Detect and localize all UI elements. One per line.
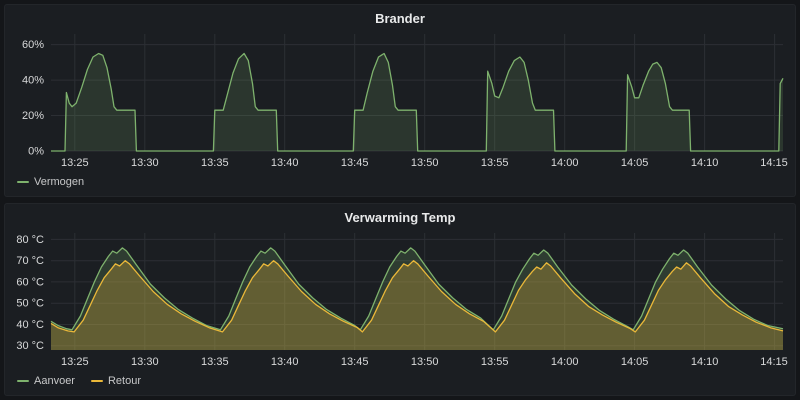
y-tick-label: 0%	[28, 146, 44, 158]
series-line-retour	[50, 260, 784, 333]
verwarming-temp-chart[interactable]: 30 °C 40 °C 50 °C 60 °C 70 °C 80 °C 13:25 13:30…	[9, 227, 791, 372]
retour-series-swatch-icon	[90, 380, 103, 382]
y-tick-label: 40 °C	[16, 319, 44, 331]
aanvoer-legend-label: Aanvoer	[34, 375, 75, 387]
legend-verwarming-temp: Aanvoer Retour	[9, 372, 791, 390]
series-line-aanvoer	[50, 247, 784, 331]
panel-title-brander[interactable]: Brander	[375, 11, 425, 26]
legend-item-vermogen[interactable]: Vermogen	[17, 176, 84, 188]
y-tick-label: 40%	[22, 75, 44, 87]
legend-brander: Vermogen	[9, 173, 791, 191]
x-tick-label: 14:15	[760, 157, 788, 169]
x-tick-label: 13:40	[271, 157, 299, 169]
x-tick-label: 13:50	[411, 356, 439, 368]
x-tick-label: 13:50	[411, 157, 439, 169]
vermogen-series-swatch-icon	[17, 181, 29, 183]
vermogen-legend-label: Vermogen	[34, 176, 85, 188]
x-tick-label: 13:45	[341, 157, 369, 169]
x-tick-label: 14:10	[691, 157, 719, 169]
panel-verwarming-temp: Verwarming Temp 30 °C 40 °C 50 °C 60 °C 70 °…	[4, 203, 796, 396]
x-tick-label: 13:25	[61, 356, 89, 368]
y-tick-label: 80 °C	[16, 234, 44, 246]
y-tick-label: 70 °C	[16, 255, 44, 267]
x-tick-label: 13:25	[61, 157, 89, 169]
x-tick-label: 13:30	[131, 157, 159, 169]
y-tick-label: 30 °C	[16, 340, 44, 352]
aanvoer-series-swatch-icon	[17, 380, 29, 382]
x-tick-label: 14:15	[760, 356, 788, 368]
y-tick-label: 20%	[22, 110, 44, 122]
x-tick-label: 13:30	[131, 356, 159, 368]
series-area-vermogen	[51, 53, 783, 151]
panel-title-verwarming-temp[interactable]: Verwarming Temp	[344, 210, 456, 225]
x-tick-label: 14:00	[551, 356, 579, 368]
x-tick-label: 14:00	[551, 157, 579, 169]
x-tick-label: 14:05	[621, 157, 649, 169]
panel-brander: Brander 0% 20% 40% 60% 13:25 13:30 13:35 13:40 1…	[4, 4, 796, 197]
x-tick-label: 14:10	[691, 356, 719, 368]
brander-chart[interactable]: 0% 20% 40% 60% 13:25 13:30 13:35 13:40 13:45 13:5…	[9, 28, 791, 173]
x-tick-label: 13:55	[481, 356, 509, 368]
y-tick-label: 60 °C	[16, 276, 44, 288]
series-area-retour	[51, 260, 783, 350]
y-tick-label: 50 °C	[16, 298, 44, 310]
retour-legend-label: Retour	[107, 375, 142, 387]
x-tick-label: 13:35	[201, 157, 229, 169]
legend-item-retour[interactable]: Retour	[90, 375, 142, 387]
x-tick-label: 14:05	[621, 356, 649, 368]
series-line-vermogen	[51, 52, 784, 152]
x-tick-label: 13:35	[201, 356, 229, 368]
series-area-aanvoer	[51, 247, 783, 350]
x-tick-label: 13:55	[481, 157, 509, 169]
y-tick-label: 60%	[22, 39, 44, 51]
x-tick-label: 13:45	[341, 356, 369, 368]
legend-item-aanvoer[interactable]: Aanvoer	[17, 375, 75, 387]
x-tick-label: 13:40	[271, 356, 299, 368]
